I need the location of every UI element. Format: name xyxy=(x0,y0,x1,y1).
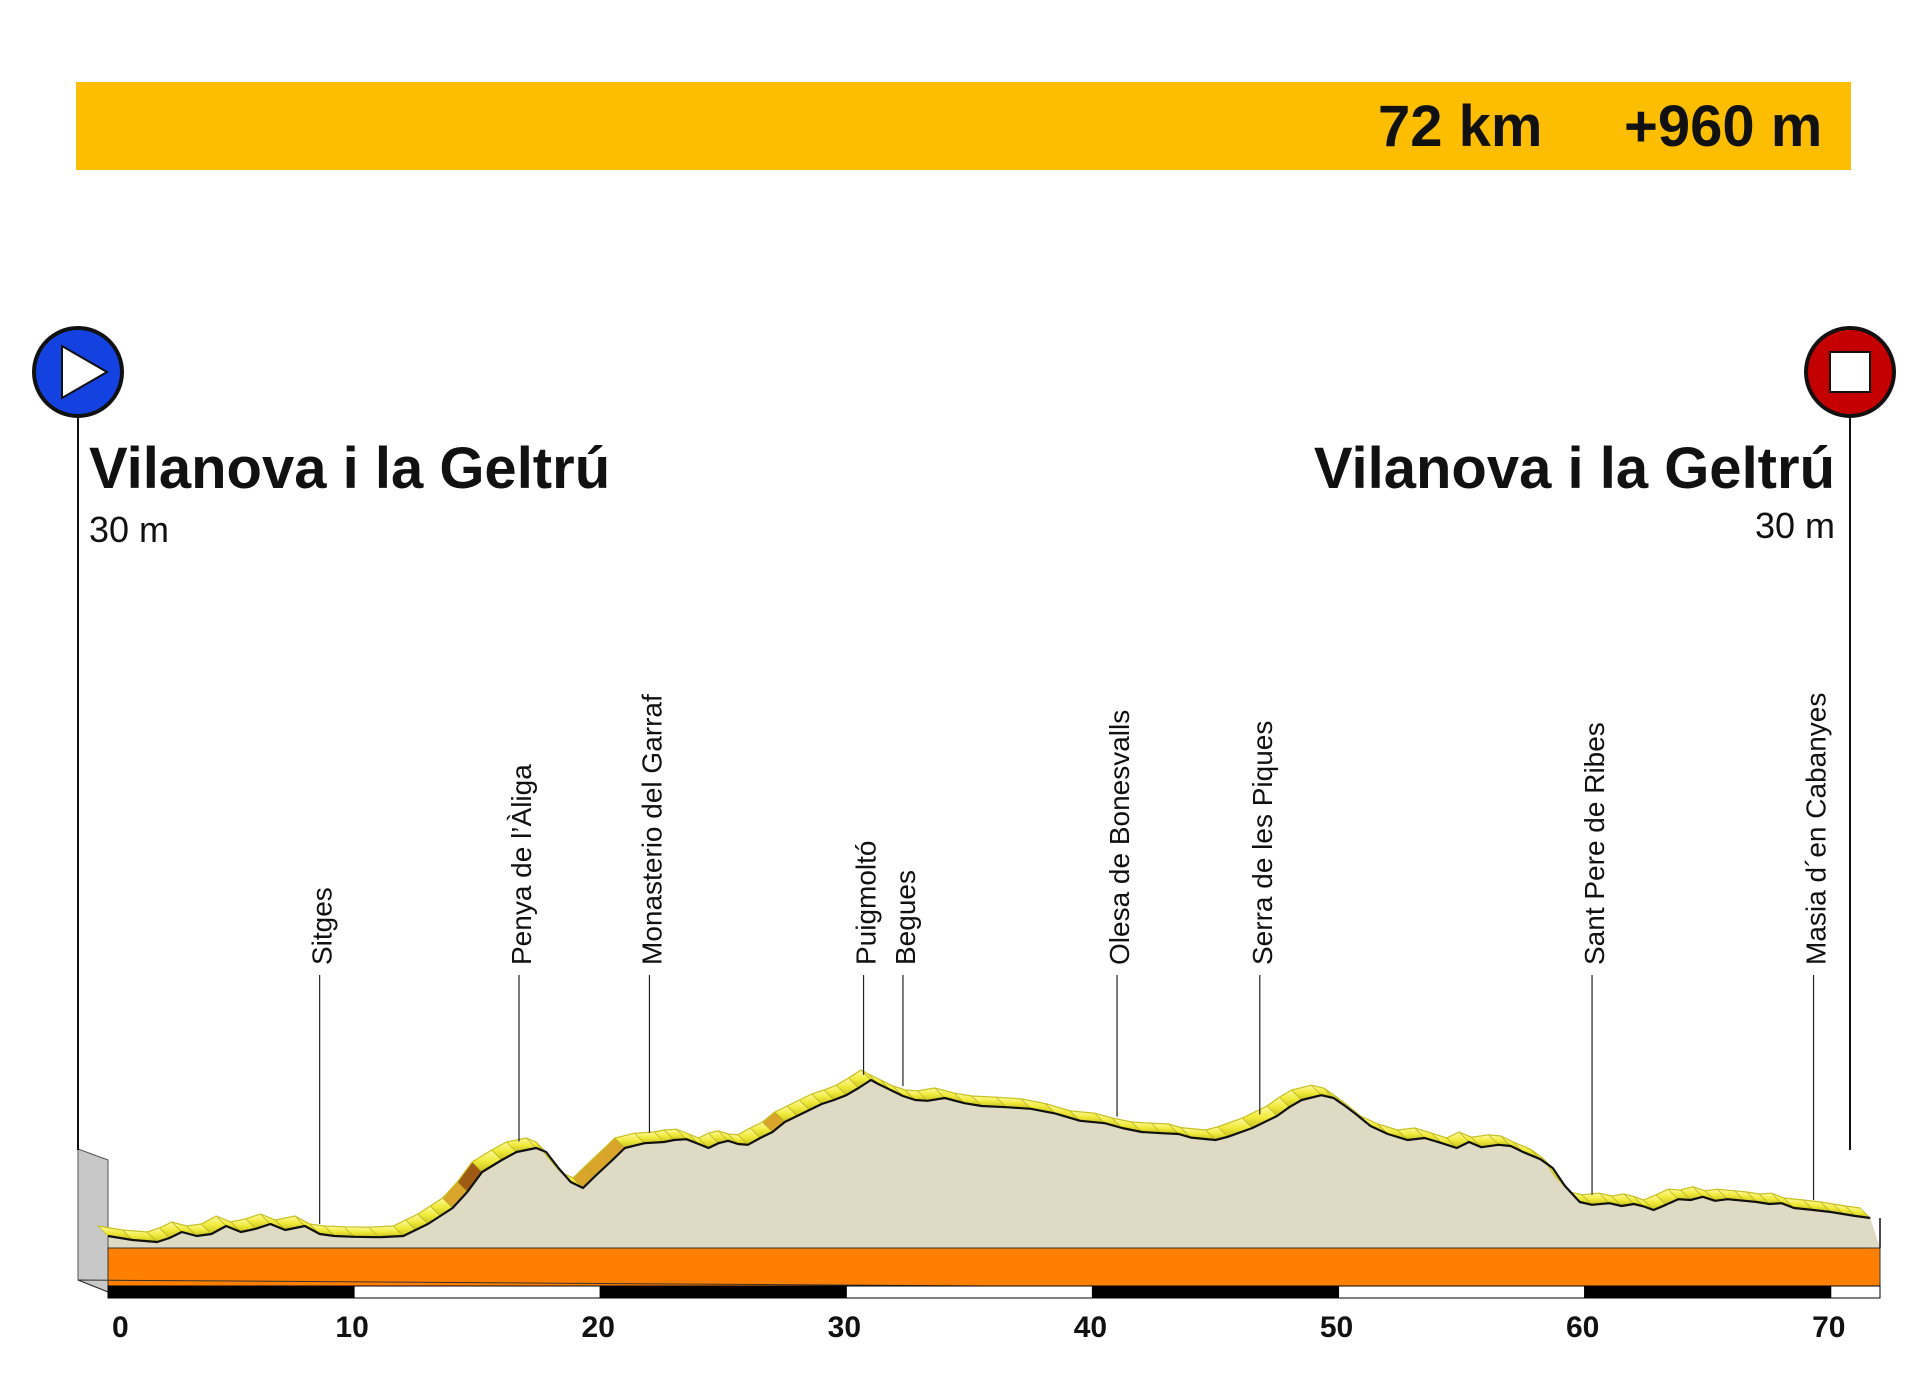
km-bar-light xyxy=(1830,1285,1881,1299)
play-icon xyxy=(32,326,124,418)
km-bar-light xyxy=(353,1285,601,1299)
total-climb: +960 m xyxy=(1624,94,1823,159)
x-tick-label: 20 xyxy=(582,1311,615,1344)
profile-left-wall xyxy=(77,1148,109,1293)
x-tick-label: 0 xyxy=(112,1311,129,1344)
waypoint-label: Olesa de Bonesvalls xyxy=(1104,710,1135,965)
waypoint-label: Masia d´en Cabanyes xyxy=(1801,693,1832,965)
km-bar-dark xyxy=(1584,1285,1832,1299)
km-bar-dark xyxy=(107,1285,355,1299)
waypoint: Begues xyxy=(890,870,921,1086)
waypoint-label: Puigmoltó xyxy=(851,840,882,965)
stop-square xyxy=(1829,351,1871,393)
base-band xyxy=(107,1247,1881,1287)
km-bar-dark xyxy=(1091,1285,1340,1299)
x-tick-label: 10 xyxy=(335,1311,368,1344)
header-banner: 72 km +960 m xyxy=(76,82,1851,170)
waypoint: Olesa de Bonesvalls xyxy=(1104,710,1135,1117)
km-bar-light xyxy=(845,1285,1093,1299)
waypoint: Penya de l’Àliga xyxy=(506,764,537,1142)
waypoint-label: Sant Pere de Ribes xyxy=(1579,722,1610,965)
x-tick-label: 30 xyxy=(828,1311,861,1344)
waypoint: Sant Pere de Ribes xyxy=(1579,722,1610,1195)
ribbon-top-edge xyxy=(97,1069,1861,1233)
waypoint-label: Sitges xyxy=(307,887,338,965)
terrain-area xyxy=(108,1080,1880,1248)
finish-altitude: 30 m xyxy=(1754,505,1835,546)
waypoint-label: Begues xyxy=(890,870,921,965)
waypoint: Puigmoltó xyxy=(851,840,882,1075)
waypoint-label: Serra de les Piques xyxy=(1247,721,1278,965)
waypoint: Masia d´en Cabanyes xyxy=(1801,693,1832,1200)
total-distance: 72 km xyxy=(1378,94,1543,159)
km-bar-light xyxy=(1338,1285,1586,1299)
finish-town: Vilanova i la Geltrú xyxy=(1313,436,1835,501)
waypoint: Sitges xyxy=(307,887,338,1224)
start-altitude: 30 m xyxy=(89,509,170,550)
play-triangle xyxy=(61,344,109,400)
stop-icon xyxy=(1804,326,1896,418)
waypoint-label: Monasterio del Garraf xyxy=(636,694,667,965)
waypoint: Serra de les Piques xyxy=(1247,721,1278,1115)
waypoint: Monasterio del Garraf xyxy=(636,694,667,1133)
x-tick-label: 60 xyxy=(1566,1311,1599,1344)
profile-line xyxy=(107,1078,1871,1244)
start-town: Vilanova i la Geltrú xyxy=(89,436,611,501)
x-tick-label: 70 xyxy=(1812,1311,1845,1344)
km-bar-dark xyxy=(599,1285,847,1299)
waypoint-label: Penya de l’Àliga xyxy=(506,764,537,965)
x-tick-label: 40 xyxy=(1074,1311,1107,1344)
x-tick-label: 50 xyxy=(1320,1311,1353,1344)
